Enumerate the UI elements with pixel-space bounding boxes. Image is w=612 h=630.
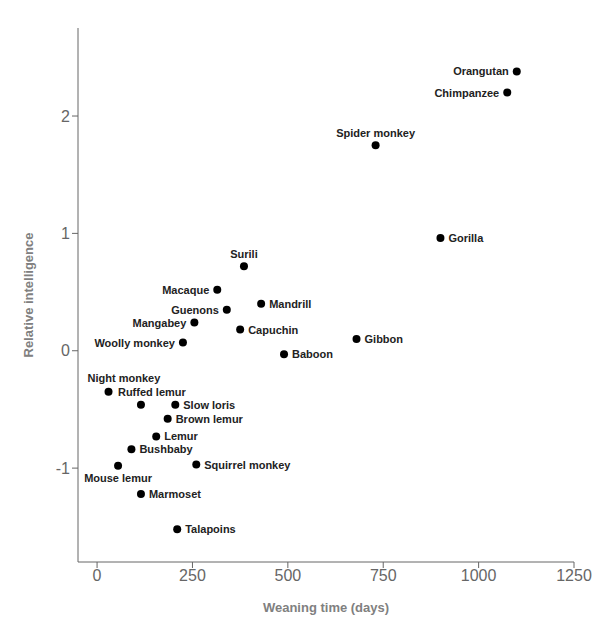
svg-text:2: 2 [61, 108, 70, 125]
svg-text:Guenons: Guenons [171, 304, 219, 316]
svg-text:1: 1 [61, 225, 70, 242]
svg-text:Surili: Surili [230, 248, 258, 260]
svg-text:-1: -1 [56, 460, 70, 477]
svg-text:Brown lemur: Brown lemur [176, 413, 244, 425]
svg-text:Marmoset: Marmoset [149, 488, 201, 500]
svg-text:Lemur: Lemur [164, 430, 198, 442]
svg-text:Ruffed lemur: Ruffed lemur [118, 386, 187, 398]
svg-text:Gorilla: Gorilla [448, 232, 484, 244]
svg-text:1000: 1000 [461, 567, 497, 584]
svg-text:Mandrill: Mandrill [269, 298, 311, 310]
svg-text:Macaque: Macaque [162, 284, 209, 296]
svg-text:750: 750 [370, 567, 397, 584]
svg-text:Slow loris: Slow loris [183, 399, 235, 411]
svg-text:Gibbon: Gibbon [365, 333, 404, 345]
svg-text:Mangabey: Mangabey [133, 317, 188, 329]
svg-text:Orangutan: Orangutan [453, 65, 509, 77]
svg-text:Woolly monkey: Woolly monkey [94, 337, 175, 349]
svg-text:Spider monkey: Spider monkey [336, 127, 416, 139]
svg-text:Capuchin: Capuchin [248, 324, 298, 336]
svg-text:1250: 1250 [556, 567, 592, 584]
svg-text:Night monkey: Night monkey [88, 372, 162, 384]
svg-text:Relative intelligence: Relative intelligence [21, 233, 36, 358]
svg-text:500: 500 [274, 567, 301, 584]
svg-text:0: 0 [93, 567, 102, 584]
svg-text:Chimpanzee: Chimpanzee [434, 87, 499, 99]
svg-text:250: 250 [179, 567, 206, 584]
svg-text:Weaning time (days): Weaning time (days) [263, 600, 389, 615]
svg-text:Squirrel monkey: Squirrel monkey [204, 459, 291, 471]
svg-text:0: 0 [61, 342, 70, 359]
svg-text:Mouse lemur: Mouse lemur [84, 472, 153, 484]
svg-text:Baboon: Baboon [292, 348, 333, 360]
svg-text:Bushbaby: Bushbaby [139, 443, 193, 455]
svg-text:Talapoins: Talapoins [185, 523, 236, 535]
